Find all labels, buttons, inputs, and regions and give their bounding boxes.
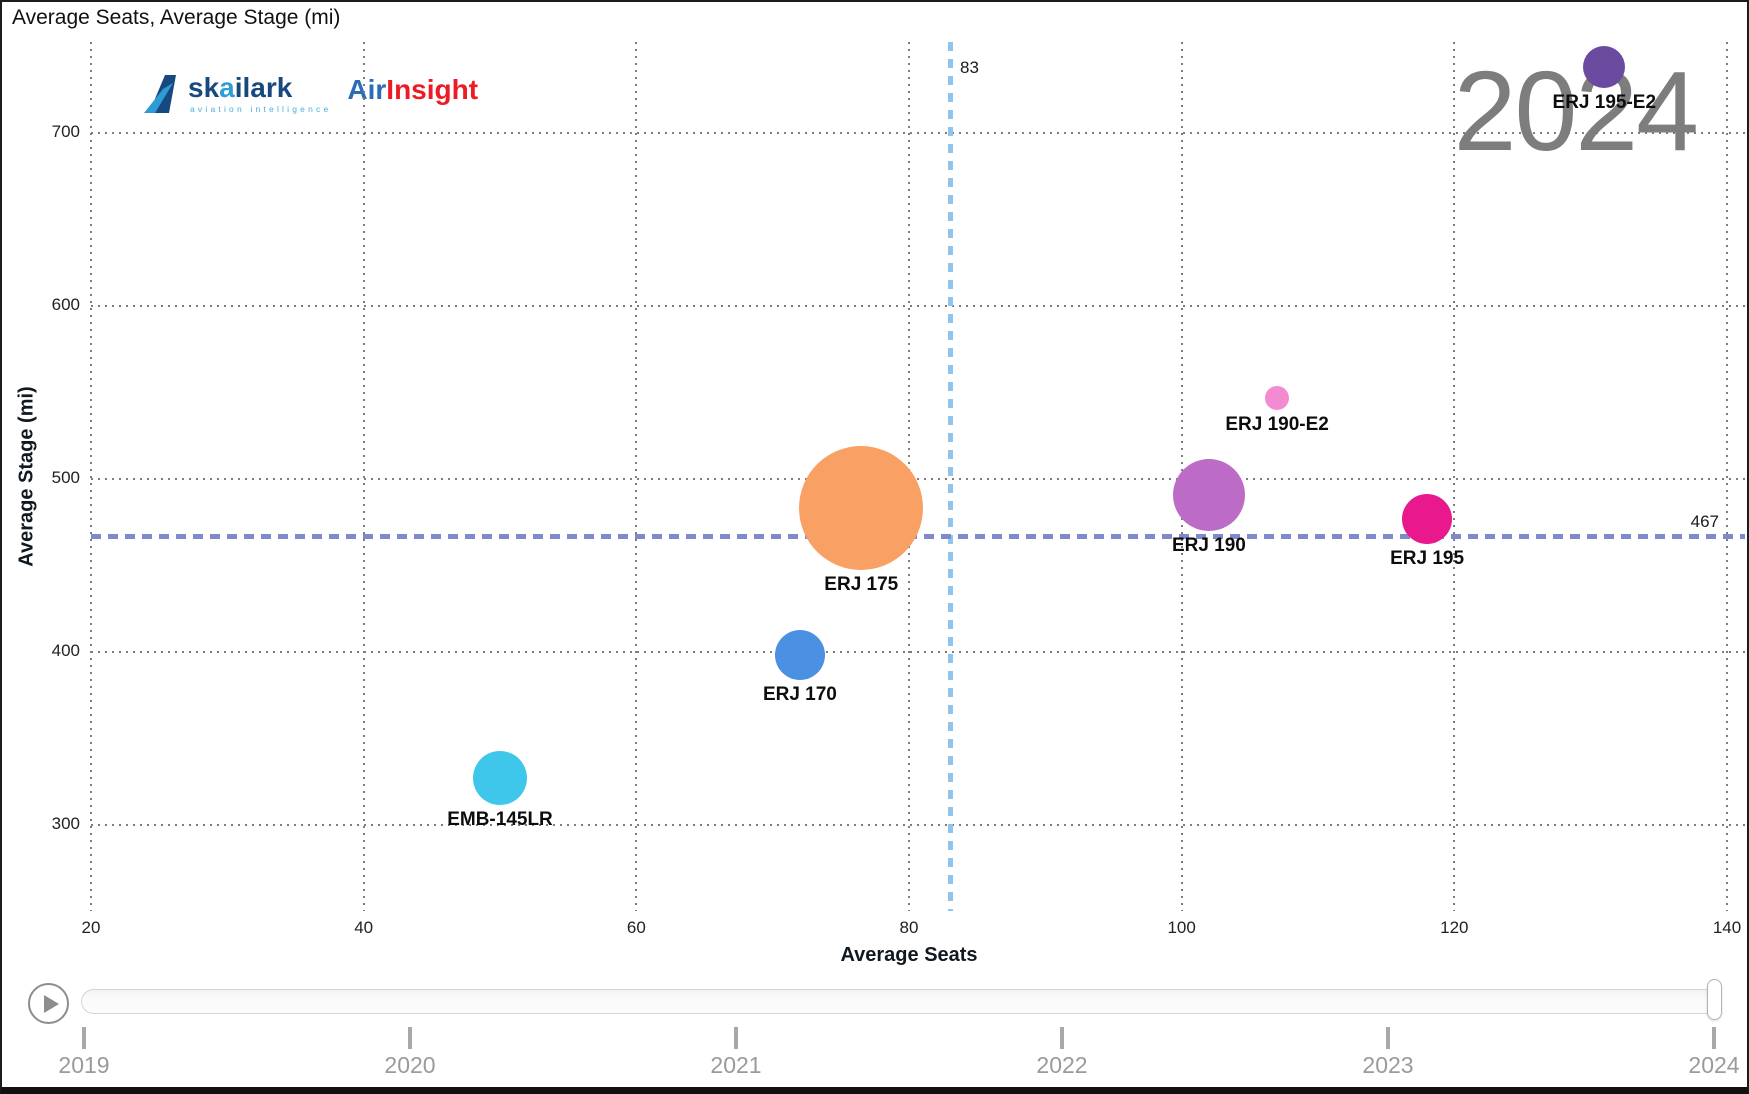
- y-tick-label-400: 400: [51, 640, 80, 660]
- timeline-tick-2023: [1386, 1027, 1390, 1049]
- y-tick-label-600: 600: [51, 295, 80, 315]
- bubble-label-ERJ 195-E2: ERJ 195-E2: [1552, 92, 1657, 114]
- bubble-label-ERJ 190: ERJ 190: [1171, 534, 1246, 556]
- y-tick-label-700: 700: [51, 122, 80, 142]
- bubble-label-ERJ 195: ERJ 195: [1390, 547, 1465, 569]
- skailark-tailfin-icon: [142, 74, 178, 119]
- horizontal-refline-label: 467: [1690, 512, 1719, 531]
- x-tick-label-60: 60: [626, 918, 646, 937]
- airinsight-wordmark: AirInsight: [347, 74, 479, 105]
- y-tick-label-300: 300: [51, 813, 80, 833]
- horizontal-refline: [91, 534, 1745, 540]
- gridline-horizontal-400: [91, 650, 1745, 653]
- vertical-refline-label: 83: [960, 58, 979, 77]
- gridline-horizontal-500: [91, 478, 1745, 480]
- play-button[interactable]: [28, 983, 69, 1024]
- skailark-airinsight-logo: skailark aviation intelligence AirInsigh…: [142, 74, 478, 119]
- current-year-watermark: 2024: [1453, 48, 1699, 174]
- year-slider-handle[interactable]: [1707, 979, 1722, 1020]
- x-axis-title: Average Seats: [840, 944, 978, 966]
- x-tick-label-140: 140: [1712, 918, 1742, 937]
- bubble-ERJ 170[interactable]: [774, 630, 825, 681]
- bubble-label-ERJ 170: ERJ 170: [762, 684, 837, 706]
- gridline-horizontal-300: [91, 823, 1745, 826]
- bubble-ERJ 190-E2[interactable]: [1265, 385, 1290, 410]
- bubble-ERJ 175[interactable]: [799, 446, 924, 571]
- timeline-tick-2021: [734, 1027, 738, 1049]
- vertical-refline: [947, 42, 953, 911]
- y-tick-label-500: 500: [51, 468, 80, 487]
- year-slider-track[interactable]: [81, 989, 1722, 1014]
- bubble-ERJ 195[interactable]: [1402, 493, 1453, 544]
- skailark-brand-text: skailark: [188, 72, 293, 103]
- bubble-label-ERJ 190-E2: ERJ 190-E2: [1225, 413, 1329, 435]
- timeline-tick-2019: [82, 1027, 86, 1049]
- gridline-vertical-20: [90, 42, 92, 911]
- timeline-year-2020[interactable]: 2020: [384, 1052, 436, 1078]
- skailark-wordmark: skailark aviation intelligence: [188, 74, 331, 114]
- x-tick-label-120: 120: [1440, 918, 1469, 937]
- timeline-year-2021[interactable]: 2021: [710, 1052, 762, 1078]
- timeline-tick-2022: [1060, 1027, 1064, 1049]
- gridline-horizontal-700: [91, 132, 1745, 135]
- timeline-tick-2024: [1712, 1027, 1716, 1049]
- x-tick-label-80: 80: [899, 918, 919, 937]
- x-tick-label-20: 20: [81, 918, 101, 937]
- bubble-label-ERJ 175: ERJ 175: [824, 574, 899, 596]
- bubble-EMB-145LR[interactable]: [473, 751, 527, 806]
- timeline-year-2022[interactable]: 2022: [1036, 1052, 1088, 1078]
- x-tick-label-40: 40: [354, 918, 374, 937]
- gridline-horizontal-600: [91, 305, 1745, 308]
- bubble-ERJ 195-E2[interactable]: [1583, 46, 1626, 89]
- play-icon: [44, 995, 59, 1013]
- timeline-tick-2020: [408, 1027, 412, 1049]
- timeline-year-2019[interactable]: 2019: [58, 1052, 110, 1078]
- gridline-vertical-120: [1453, 42, 1456, 911]
- gridline-vertical-40: [362, 42, 365, 911]
- skailark-tagline: aviation intelligence: [190, 104, 332, 114]
- timeline-year-2024[interactable]: 2024: [1688, 1052, 1740, 1078]
- timeline-year-2023[interactable]: 2023: [1362, 1052, 1414, 1078]
- bubble-label-EMB-145LR: EMB-145LR: [447, 809, 553, 831]
- bubble-ERJ 190[interactable]: [1172, 458, 1245, 531]
- gridline-vertical-140: [1726, 42, 1728, 911]
- x-tick-label-100: 100: [1167, 918, 1196, 937]
- gridline-vertical-60: [635, 42, 638, 911]
- chart-title: Average Seats, Average Stage (mi): [12, 6, 341, 29]
